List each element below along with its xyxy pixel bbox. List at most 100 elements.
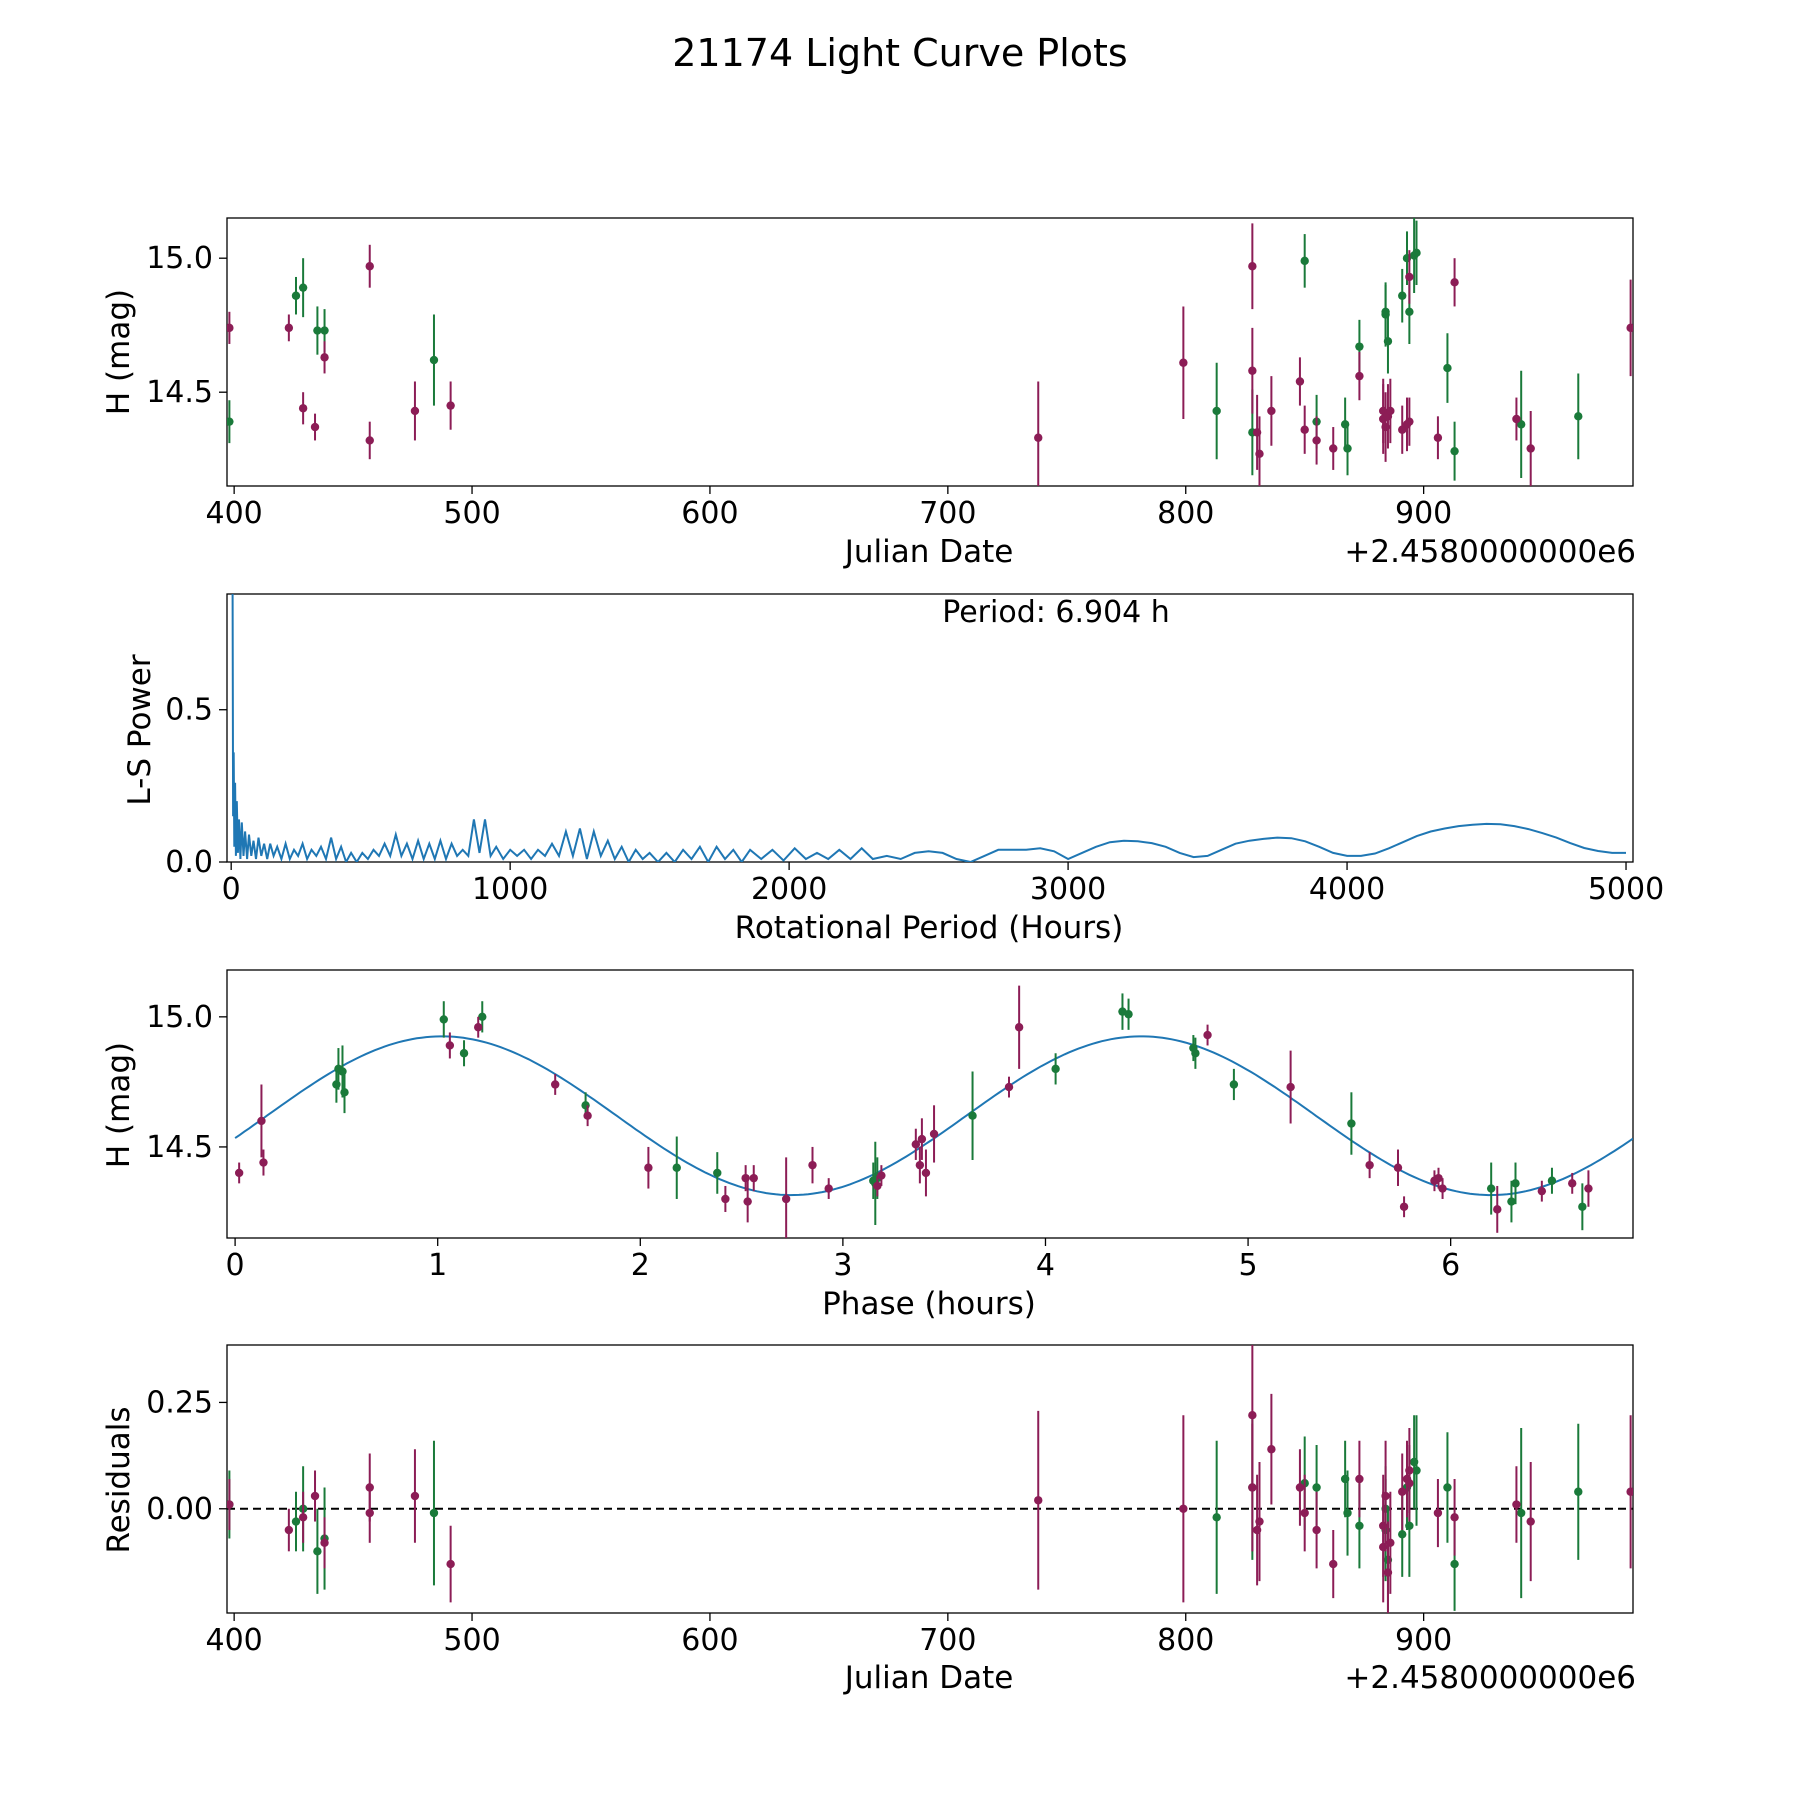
residuals-point-r — [1398, 1487, 1407, 1496]
residuals-point-r — [1267, 1445, 1276, 1454]
phased-point-r — [873, 1181, 882, 1191]
phased-point-g — [1511, 1179, 1520, 1188]
lightcurve-y-tick-label: 14.5 — [146, 375, 213, 410]
lightcurve-x-tick-label: 900 — [1395, 496, 1452, 531]
phased-points-layer — [234, 985, 1593, 1238]
phased-x-label: Phase (hours) — [822, 1286, 1036, 1322]
lightcurve-point-r — [1355, 371, 1364, 381]
lightcurve-point-r — [320, 353, 329, 362]
residuals-point-r — [1512, 1500, 1521, 1509]
lightcurve-point-r — [1450, 278, 1459, 287]
residuals-point-r — [1248, 1410, 1257, 1420]
periodogram-line-layer — [231, 594, 1626, 862]
lightcurve-point-r — [1433, 433, 1443, 442]
lightcurve-y-label: H (mag) — [101, 289, 137, 415]
residuals-point-g — [1312, 1483, 1321, 1492]
phased-point-g — [1507, 1197, 1516, 1206]
lightcurve-point-g — [1343, 444, 1352, 453]
residuals-point-r — [320, 1538, 329, 1548]
phased-point-r — [1568, 1179, 1577, 1188]
phased-point-r — [1286, 1082, 1295, 1092]
periodogram-y-label: L-S Power — [122, 654, 158, 805]
residuals-x-tick-label: 700 — [919, 1623, 976, 1658]
phased-point-r — [1203, 1030, 1212, 1040]
lightcurve-point-r — [1300, 425, 1309, 434]
phased-point-r — [917, 1134, 927, 1144]
residuals-point-g — [1405, 1521, 1414, 1530]
residuals-x-tick-label: 900 — [1395, 1623, 1452, 1658]
lightcurve-point-r — [284, 323, 294, 333]
lightcurve-point-r — [1329, 444, 1338, 453]
lightcurve-point-r — [365, 262, 374, 271]
residuals-y-tick-label: 0.25 — [146, 1385, 213, 1420]
figure-title: 21174 Light Curve Plots — [672, 31, 1127, 75]
phased-point-g — [459, 1049, 469, 1058]
residuals-point-g — [313, 1547, 322, 1556]
residuals-point-g — [1574, 1487, 1583, 1496]
lightcurve-offset-label: +2.4580000000e6 — [1344, 534, 1636, 570]
phased-point-g — [672, 1163, 681, 1172]
phased-point-g — [340, 1088, 349, 1097]
residuals-point-r — [446, 1559, 455, 1569]
residuals-point-r — [1626, 1487, 1633, 1496]
lightcurve-point-r — [1295, 377, 1305, 386]
periodogram-x-tick-label: 0 — [222, 872, 241, 907]
residuals-point-g — [291, 1517, 301, 1526]
lightcurve-point-r — [1405, 272, 1414, 282]
phased-point-r — [1537, 1186, 1547, 1196]
phased-point-r — [921, 1168, 931, 1178]
residuals-point-r — [1381, 1491, 1390, 1501]
phased-x-tick-label: 2 — [631, 1248, 650, 1283]
residuals-point-g — [1443, 1483, 1452, 1492]
lightcurve-point-r — [227, 323, 234, 333]
residuals-x-tick-label: 600 — [681, 1623, 738, 1658]
lightcurve-point-g — [1300, 256, 1309, 266]
phased-point-g — [968, 1111, 977, 1120]
phased-point-g — [1486, 1184, 1496, 1193]
residuals-x-tick-label: 800 — [1157, 1623, 1214, 1658]
phased-point-r — [1584, 1184, 1593, 1193]
lightcurve-plot-frame — [226, 217, 1634, 487]
lightcurve-point-r — [1312, 436, 1321, 445]
phased-x-tick-label: 6 — [1441, 1248, 1460, 1283]
phased-point-r — [234, 1168, 244, 1178]
lightcurve-point-g — [320, 326, 329, 335]
lightcurve-x-tick-label: 700 — [919, 496, 976, 531]
lightcurve-point-r — [1034, 433, 1043, 442]
periodogram-x-label: Rotational Period (Hours) — [735, 910, 1124, 946]
phased-point-r — [474, 1023, 483, 1032]
phased-point-r — [644, 1163, 653, 1172]
phased-point-g — [1051, 1064, 1060, 1074]
lightcurve-x-tick-label: 600 — [681, 496, 738, 531]
phased-point-r — [749, 1173, 758, 1183]
phased-point-r — [1365, 1160, 1374, 1170]
lightcurve-point-r — [1248, 366, 1257, 375]
phased-point-r — [808, 1160, 817, 1170]
lightcurve-point-r — [1512, 414, 1521, 424]
lightcurve-point-g — [298, 283, 308, 292]
lightcurve-point-g — [1412, 248, 1421, 258]
residuals-point-r — [1526, 1517, 1535, 1526]
lightcurve-x-label: Julian Date — [843, 534, 1014, 570]
lightcurve-point-r — [1267, 406, 1276, 416]
residuals-point-g — [1450, 1559, 1459, 1569]
phased-x-tick-label: 1 — [428, 1248, 447, 1283]
phased-point-r — [445, 1041, 455, 1050]
periodogram-x-tick-label: 1000 — [472, 872, 548, 907]
phased-y-tick-label: 15.0 — [146, 1000, 213, 1035]
phased-point-g — [713, 1168, 722, 1178]
lightcurve-panel: H (mag) Julian Date +2.4580000000e6 400 5… — [101, 217, 1636, 570]
lightcurve-point-g — [227, 417, 234, 426]
lightcurve-x-tick-label: 800 — [1157, 496, 1214, 531]
residuals-point-r — [1355, 1474, 1364, 1484]
residuals-point-r — [1329, 1559, 1338, 1569]
lightcurve-point-g — [291, 291, 301, 300]
lightcurve-point-g — [1355, 342, 1364, 351]
lightcurve-point-g — [1383, 337, 1393, 346]
lightcurve-point-r — [298, 404, 308, 413]
residuals-point-g — [1516, 1508, 1526, 1518]
phased-point-r — [741, 1173, 750, 1183]
periodogram-series-line — [231, 594, 1626, 862]
lightcurve-point-r — [310, 422, 320, 432]
phased-panel: H (mag) Phase (hours) 0 1 2 3 4 5 6 14.5 15.0 — [101, 969, 1634, 1322]
